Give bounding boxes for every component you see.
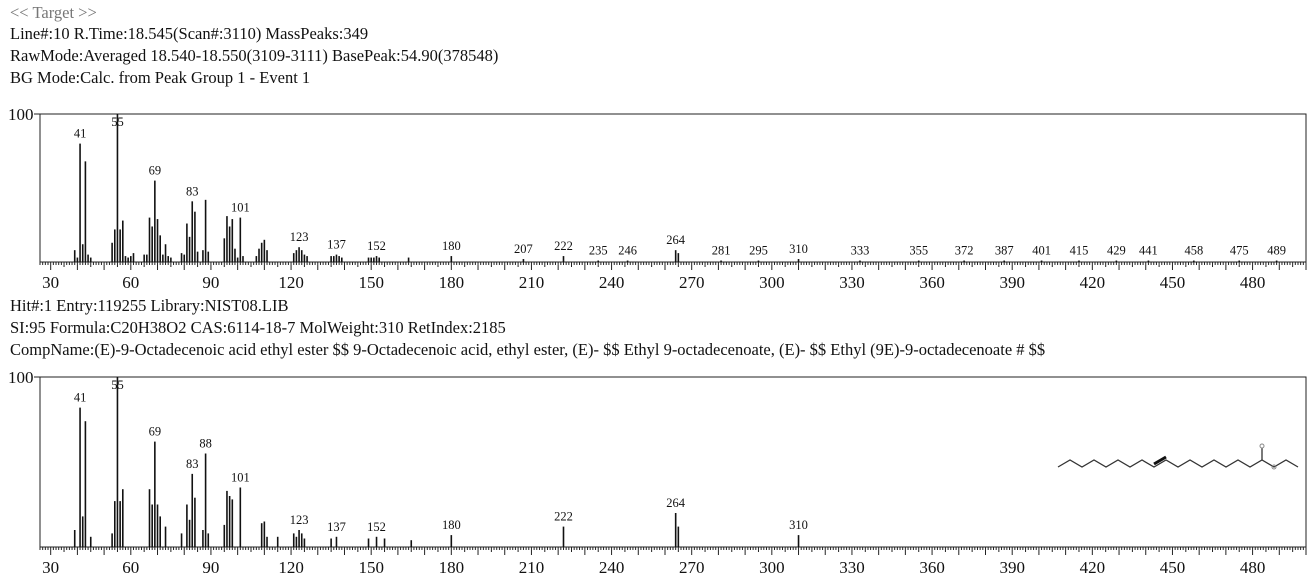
peak-label: 137 <box>327 520 346 534</box>
peak-label: 55 <box>111 378 124 392</box>
x-tick-label: 120 <box>278 273 304 292</box>
x-tick-label: 210 <box>519 273 545 292</box>
peak-label: 222 <box>554 239 573 253</box>
target-spectrum-plot: 100 30 60 90 120 150 180 210 240 270 300 330 360 390 4… <box>8 105 1307 292</box>
peak-label: 401 <box>1032 244 1051 258</box>
x-tick-label: 60 <box>122 273 139 292</box>
peak-label: 180 <box>442 239 461 253</box>
x-tick-label: 30 <box>42 558 59 576</box>
peak-label: 101 <box>231 471 250 485</box>
x-tick-label: 420 <box>1080 273 1106 292</box>
peak-label: 69 <box>149 425 162 439</box>
x-tick-label: 180 <box>439 273 465 292</box>
y-tick-label: 100 <box>8 105 34 124</box>
peak-label: 83 <box>186 184 199 198</box>
x-tick-label: 60 <box>122 558 139 576</box>
x-tick-label: 150 <box>358 273 384 292</box>
peak-label: 83 <box>186 457 199 471</box>
formula-line: SI:95 Formula:C20H38O2 CAS:6114-18-7 Mol… <box>10 318 506 337</box>
x-tick-label: 450 <box>1160 558 1186 576</box>
x-tick-label: 240 <box>599 558 625 576</box>
peak-label: 152 <box>367 520 386 534</box>
x-tick-label: 330 <box>839 558 865 576</box>
scan-info-line: Line#:10 R.Time:18.545(Scan#:3110) MassP… <box>10 24 369 43</box>
peak-label: 101 <box>231 201 250 215</box>
x-tick-label: 120 <box>278 558 304 576</box>
peak-label: 281 <box>712 244 731 258</box>
peak-label: 235 <box>589 244 608 258</box>
target-header: << Target >> <box>10 3 97 22</box>
peak-label: 310 <box>789 242 808 256</box>
peak-label: 41 <box>74 391 87 405</box>
peak-label: 310 <box>789 518 808 532</box>
y-tick-label: 100 <box>8 368 34 387</box>
peak-label: 246 <box>618 244 637 258</box>
x-tick-label: 360 <box>919 273 945 292</box>
hit-info-line: Hit#:1 Entry:119255 Library:NIST08.LIB <box>10 296 289 315</box>
peak-label: 264 <box>666 496 686 510</box>
rawmode-line: RawMode:Averaged 18.540-18.550(3109-3111… <box>10 46 499 65</box>
x-tick-label: 90 <box>202 558 219 576</box>
compound-name-line: CompName:(E)-9-Octadecenoic acid ethyl e… <box>10 340 1046 359</box>
peak-label: 333 <box>851 244 870 258</box>
x-tick-label: 360 <box>919 558 945 576</box>
peak-label: 458 <box>1184 244 1203 258</box>
x-tick-label: 240 <box>599 273 625 292</box>
peak-label: 152 <box>367 239 386 253</box>
peak-label: 441 <box>1139 244 1158 258</box>
x-tick-label: 300 <box>759 273 785 292</box>
peak-label: 137 <box>327 238 346 252</box>
peak-label: 355 <box>909 244 928 258</box>
bg-mode-line: BG Mode:Calc. from Peak Group 1 - Event … <box>10 68 311 87</box>
x-tick-label: 30 <box>42 273 59 292</box>
peak-label: 180 <box>442 518 461 532</box>
x-tick-label: 480 <box>1240 558 1266 576</box>
peak-label: 387 <box>995 244 1014 258</box>
x-tick-label: 300 <box>759 558 785 576</box>
x-tick-label: 180 <box>439 558 465 576</box>
molecule-structure-icon <box>1057 443 1299 470</box>
x-tick-label: 330 <box>839 273 865 292</box>
peak-label: 55 <box>111 115 124 129</box>
x-tick-label: 210 <box>519 558 545 576</box>
peak-label: 429 <box>1107 244 1126 258</box>
peak-label: 207 <box>514 242 533 256</box>
peak-label: 264 <box>666 233 686 247</box>
x-tick-label: 150 <box>358 558 384 576</box>
peak-label: 295 <box>749 244 768 258</box>
x-tick-label: 270 <box>679 558 705 576</box>
x-tick-label: 90 <box>202 273 219 292</box>
x-tick-label: 420 <box>1080 558 1106 576</box>
x-tick-label: 270 <box>679 273 705 292</box>
peak-label: 372 <box>955 244 974 258</box>
peak-label: 69 <box>149 164 162 178</box>
x-tick-label: 390 <box>999 273 1025 292</box>
peak-label: 222 <box>554 510 573 524</box>
peak-label: 123 <box>290 513 309 527</box>
library-spectrum-plot: 100 30 60 90 120 150 180 210 240 270 300 330 360 390 4… <box>8 368 1307 576</box>
x-tick-label: 480 <box>1240 273 1266 292</box>
peak-label: 41 <box>74 127 87 141</box>
peak-label: 123 <box>290 230 309 244</box>
peak-label: 475 <box>1230 244 1249 258</box>
x-tick-label: 390 <box>999 558 1025 576</box>
peak-label: 489 <box>1267 244 1286 258</box>
peak-label: 88 <box>199 437 212 451</box>
x-tick-label: 450 <box>1160 273 1186 292</box>
peak-label: 415 <box>1070 244 1089 258</box>
